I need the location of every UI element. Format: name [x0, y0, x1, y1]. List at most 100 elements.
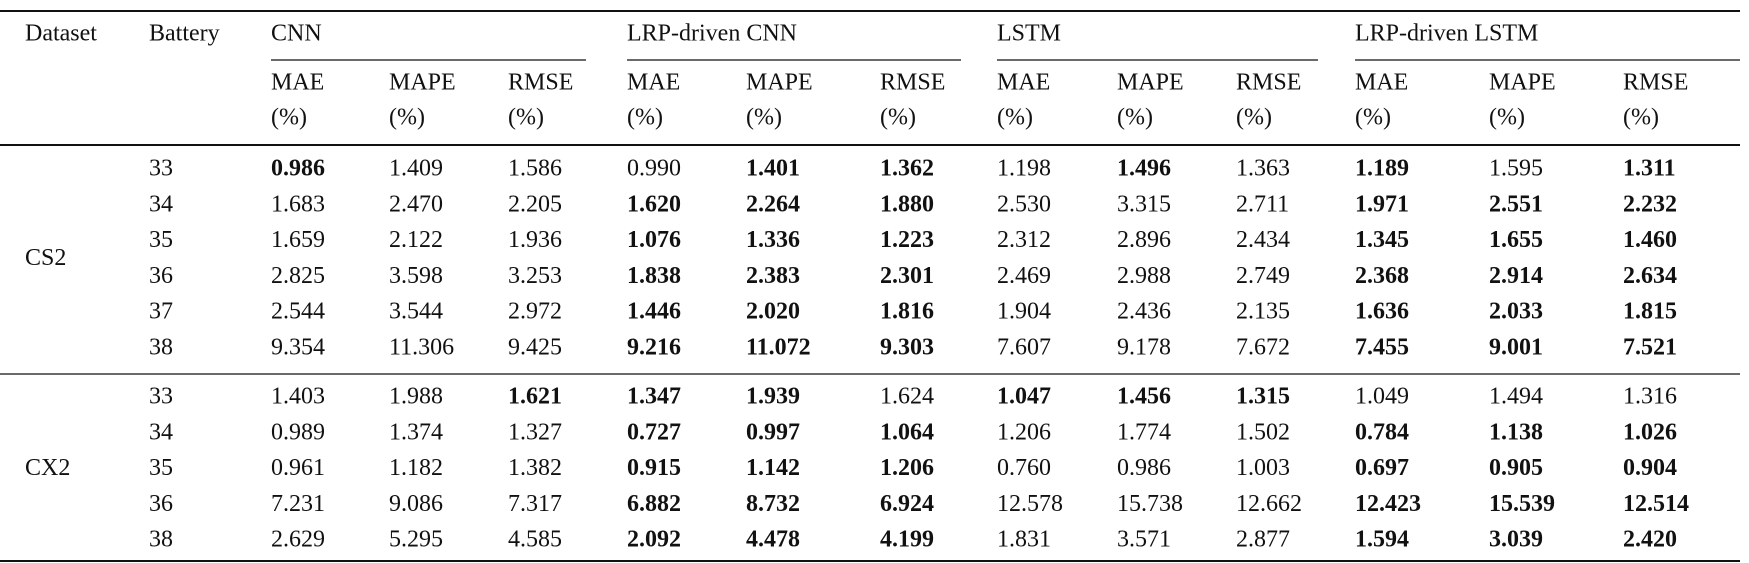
cell-value: 1.904: [997, 299, 1051, 325]
metric-unit: (%): [1623, 105, 1659, 131]
cell-value: 1.502: [1236, 419, 1290, 445]
cell-value: 0.760: [997, 455, 1051, 481]
battery-label: 33: [149, 156, 173, 182]
group-header: LRP-driven LSTM: [1355, 21, 1538, 47]
cell-value: 2.434: [1236, 227, 1290, 253]
cell-value: 2.092: [627, 527, 681, 553]
group-header: LSTM: [997, 21, 1061, 47]
cell-value: 0.915: [627, 455, 681, 481]
cell-value: 8.732: [746, 491, 800, 517]
cell-value: 2.629: [271, 527, 325, 553]
cell-value: 1.223: [880, 227, 934, 253]
cell-value: 1.362: [880, 156, 934, 182]
column-header: Battery: [149, 21, 220, 47]
group-header: CNN: [271, 21, 322, 47]
metric-unit: (%): [508, 105, 544, 131]
cell-value: 9.216: [627, 335, 681, 361]
cell-value: 11.306: [389, 335, 454, 361]
cell-value: 0.990: [627, 156, 681, 182]
cell-value: 1.831: [997, 527, 1051, 553]
cell-value: 1.064: [880, 419, 934, 445]
metric-header: MAE: [997, 70, 1050, 96]
cell-value: 1.815: [1623, 299, 1677, 325]
cell-value: 2.988: [1117, 263, 1171, 289]
cell-value: 0.905: [1489, 455, 1543, 481]
cell-value: 1.026: [1623, 419, 1677, 445]
cell-value: 0.904: [1623, 455, 1677, 481]
cell-value: 1.620: [627, 191, 681, 217]
battery-label: 35: [149, 455, 173, 481]
cell-value: 1.594: [1355, 527, 1409, 553]
cell-value: 1.374: [389, 419, 443, 445]
cell-value: 11.072: [746, 335, 811, 361]
metric-header: MAPE: [746, 70, 813, 96]
cell-value: 1.076: [627, 227, 681, 253]
battery-label: 35: [149, 227, 173, 253]
cell-value: 3.598: [389, 263, 443, 289]
metric-unit: (%): [880, 105, 916, 131]
cell-value: 1.456: [1117, 384, 1171, 410]
metric-header: RMSE: [880, 70, 945, 96]
cell-value: 2.469: [997, 263, 1051, 289]
cell-value: 2.368: [1355, 263, 1409, 289]
metric-header: MAPE: [389, 70, 456, 96]
battery-label: 38: [149, 335, 173, 361]
cell-value: 3.571: [1117, 527, 1171, 553]
cell-value: 4.585: [508, 527, 562, 553]
metric-unit: (%): [627, 105, 663, 131]
cell-value: 1.382: [508, 455, 562, 481]
cell-value: 2.436: [1117, 299, 1171, 325]
cell-value: 1.816: [880, 299, 934, 325]
cell-value: 4.478: [746, 527, 800, 553]
dataset-label: CX2: [25, 455, 70, 481]
cell-value: 6.882: [627, 491, 681, 517]
cell-value: 1.315: [1236, 384, 1290, 410]
cell-value: 0.727: [627, 419, 681, 445]
cell-value: 2.825: [271, 263, 325, 289]
dataset-label: CS2: [25, 245, 66, 271]
cell-value: 12.423: [1355, 491, 1421, 517]
cell-value: 7.607: [997, 335, 1051, 361]
column-header: Dataset: [25, 21, 97, 47]
metric-header: RMSE: [508, 70, 573, 96]
cell-value: 0.961: [271, 455, 325, 481]
cell-value: 5.295: [389, 527, 443, 553]
cell-value: 12.662: [1236, 491, 1302, 517]
cell-value: 2.530: [997, 191, 1051, 217]
cell-value: 1.047: [997, 384, 1051, 410]
cell-value: 1.971: [1355, 191, 1409, 217]
cell-value: 1.311: [1623, 156, 1676, 182]
cell-value: 1.409: [389, 156, 443, 182]
cell-value: 2.033: [1489, 299, 1543, 325]
metric-unit: (%): [271, 105, 307, 131]
metric-header: MAE: [627, 70, 680, 96]
cell-value: 6.924: [880, 491, 934, 517]
cell-value: 2.312: [997, 227, 1051, 253]
metric-header: RMSE: [1236, 70, 1301, 96]
cell-value: 1.838: [627, 263, 681, 289]
cell-value: 9.178: [1117, 335, 1171, 361]
cell-value: 0.997: [746, 419, 800, 445]
battery-label: 34: [149, 419, 173, 445]
metric-header: MAPE: [1117, 70, 1184, 96]
cell-value: 1.494: [1489, 384, 1543, 410]
cell-value: 1.363: [1236, 156, 1290, 182]
cell-value: 7.521: [1623, 335, 1677, 361]
cell-value: 0.697: [1355, 455, 1409, 481]
cell-value: 3.039: [1489, 527, 1543, 553]
battery-label: 34: [149, 191, 173, 217]
cell-value: 1.988: [389, 384, 443, 410]
cell-value: 1.142: [746, 455, 800, 481]
cell-value: 2.470: [389, 191, 443, 217]
cell-value: 1.049: [1355, 384, 1409, 410]
cell-value: 15.738: [1117, 491, 1183, 517]
cell-value: 9.001: [1489, 335, 1543, 361]
cell-value: 1.624: [880, 384, 934, 410]
cell-value: 15.539: [1489, 491, 1555, 517]
cell-value: 1.138: [1489, 419, 1543, 445]
cell-value: 9.086: [389, 491, 443, 517]
cell-value: 0.989: [271, 419, 325, 445]
cell-value: 2.122: [389, 227, 443, 253]
cell-value: 1.939: [746, 384, 800, 410]
cell-value: 7.317: [508, 491, 562, 517]
